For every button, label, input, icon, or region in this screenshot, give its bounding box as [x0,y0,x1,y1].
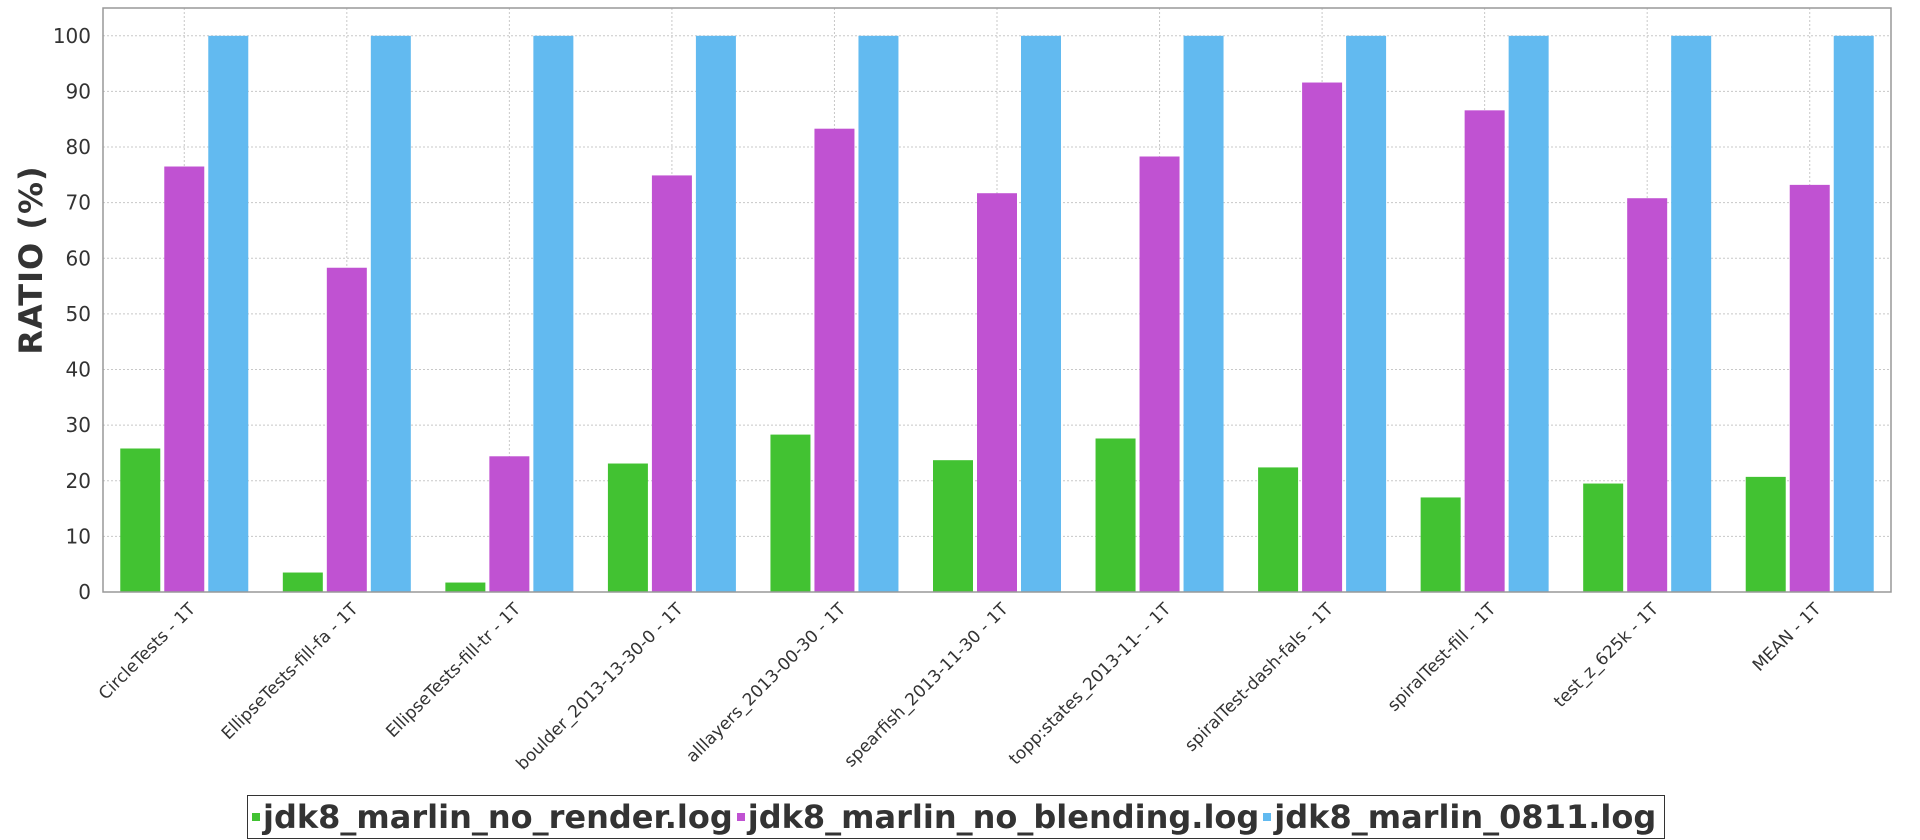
x-tick-label: alllayers_2013-00-30 - 1T [683,599,851,767]
bar-1-1 [120,448,161,592]
legend-swatch [736,813,745,821]
bar-3-2 [370,35,411,593]
x-tick-label: test_z_625k - 1T [1550,599,1663,712]
legend-label: jdk8_marlin_no_render.log [263,798,733,836]
y-tick-label: 100 [53,24,91,48]
bar-3-9 [1508,35,1549,593]
x-tick-label: EllipseTests-fill-tr - 1T [382,599,525,742]
legend-item: jdk8_marlin_0811.log [1263,798,1656,836]
x-tick-label: spearfish_2013-11-30 - 1T [840,599,1012,771]
x-tick-label: spiralTest-dash-fals - 1T [1181,599,1338,756]
bar-3-5 [858,35,899,593]
bar-1-6 [933,460,973,592]
x-tick-labels: CircleTests - 1T EllipseTests-fill-fa - 1… [95,599,1826,774]
bar-3-1 [208,35,249,593]
bar-3-8 [1346,35,1387,593]
x-tick-label: spiralTest-fill - 1T [1384,599,1501,716]
y-tick-label: 30 [66,413,91,437]
y-tick-label: 0 [78,580,91,604]
bar-2-11 [1789,184,1830,592]
bar-3-10 [1671,35,1712,593]
y-tick-label: 80 [66,135,91,159]
y-tick-label: 70 [66,191,91,215]
y-tick-label: 40 [66,358,91,382]
y-tick-label: 60 [66,246,91,270]
bar-1-5 [770,434,811,592]
y-tick-label: 10 [66,524,91,548]
bar-1-10 [1583,483,1624,592]
bar-3-4 [695,35,736,593]
y-tick-label: 50 [66,302,91,326]
bar-3-6 [1021,35,1061,593]
x-tick-label: MEAN - 1T [1749,599,1826,676]
legend-swatch [1263,813,1272,821]
bar-3-11 [1833,35,1874,593]
bar-1-3 [445,582,486,592]
bar-2-5 [814,128,855,592]
x-tick-label: CircleTests - 1T [95,599,200,704]
bar-2-1 [164,166,205,592]
bar-1-9 [1420,497,1461,592]
y-tick-label: 90 [66,79,91,103]
bar-2-3 [489,456,530,592]
bar-1-7 [1095,438,1136,592]
legend: jdk8_marlin_no_render.log jdk8_marlin_no_… [247,795,1666,839]
legend-label: jdk8_marlin_0811.log [1274,798,1657,836]
bar-1-2 [282,572,323,592]
y-tick-label: 20 [66,469,91,493]
bar-2-2 [326,267,367,592]
x-tick-label: EllipseTests-fill-fa - 1T [218,599,363,744]
bar-2-9 [1464,110,1505,592]
y-tick-labels: 0 10 20 30 40 50 60 70 80 90 100 [53,24,91,604]
legend-item: jdk8_marlin_no_render.log [252,798,733,836]
bar-2-4 [651,175,692,592]
x-tick-label: boulder_2013-13-30-0 - 1T [513,599,688,774]
bar-1-4 [607,463,648,592]
x-tick-label: topp:states_2013-11- - 1T [1005,599,1175,769]
bar-2-10 [1627,198,1668,592]
bar-1-11 [1745,476,1786,592]
bar-2-8 [1302,82,1343,592]
bar-2-7 [1139,156,1180,592]
y-axis-label: RATIO (%) [12,165,50,354]
bar-1-8 [1258,467,1299,592]
bar-3-3 [533,35,574,593]
legend-label: jdk8_marlin_no_blending.log [747,798,1260,836]
bars [120,35,1874,593]
bar-2-6 [977,193,1017,592]
bar-3-7 [1183,35,1224,593]
legend-item: jdk8_marlin_no_blending.log [736,798,1260,836]
plot-frame [102,7,1892,593]
legend-swatch [252,813,260,821]
